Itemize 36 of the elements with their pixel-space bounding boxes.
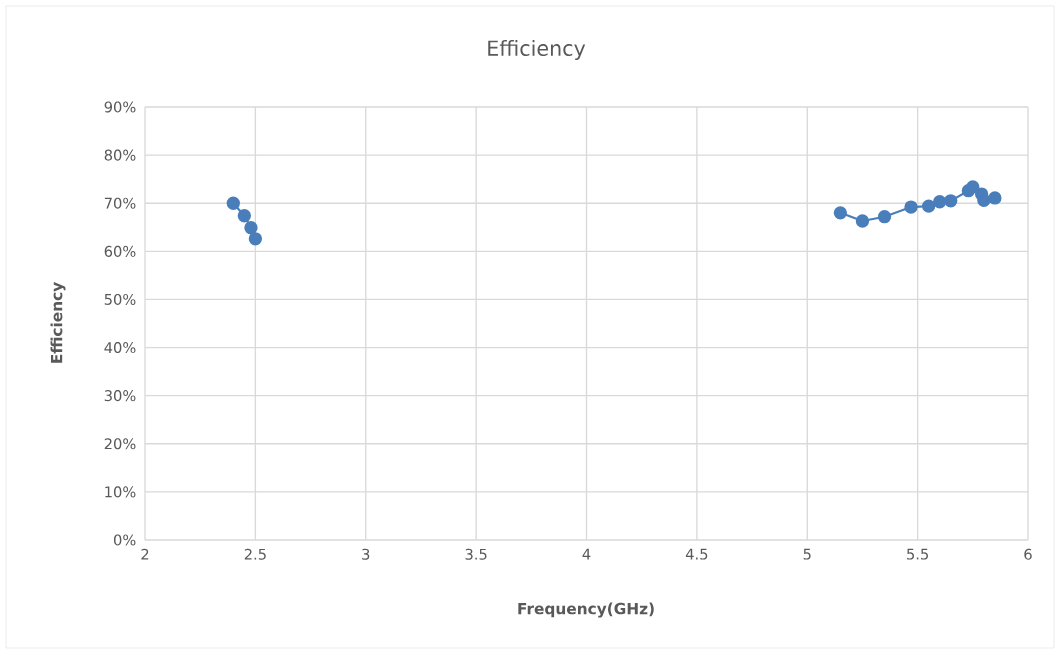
y-tick-label: 90% bbox=[104, 101, 136, 113]
x-tick-label: 3 bbox=[362, 548, 370, 560]
x-tick-label: 4 bbox=[582, 548, 591, 560]
point bbox=[933, 195, 947, 209]
point bbox=[904, 200, 918, 214]
point bbox=[966, 180, 980, 194]
chart-title: Efficiency bbox=[488, 39, 586, 60]
x-axis-title: Frequency(GHz) bbox=[518, 602, 654, 618]
x-tick-label: 2.5 bbox=[244, 548, 266, 560]
x-tick-label: 2 bbox=[141, 548, 149, 560]
y-tick-label: 70% bbox=[104, 197, 136, 209]
point bbox=[855, 214, 870, 228]
x-tick-label: 4.5 bbox=[685, 548, 708, 560]
y-tick-label: 60% bbox=[104, 245, 136, 257]
point bbox=[977, 193, 991, 207]
point bbox=[988, 191, 1002, 205]
x-tick-label: 5.5 bbox=[907, 548, 929, 560]
point bbox=[244, 221, 258, 235]
y-tick-label: 40% bbox=[104, 342, 136, 354]
point bbox=[944, 194, 958, 208]
y-tick-label: 30% bbox=[104, 390, 136, 402]
point bbox=[877, 210, 892, 224]
point bbox=[922, 199, 936, 213]
y-tick-label: 10% bbox=[105, 486, 136, 498]
y-tick-label: 0% bbox=[113, 534, 136, 546]
y-tick-label: 50% bbox=[104, 293, 136, 305]
x-tick-label: 6 bbox=[1024, 548, 1032, 560]
y-tick-label: 80% bbox=[104, 149, 136, 161]
x-tick-label: 3.5 bbox=[465, 548, 487, 560]
point bbox=[237, 209, 252, 223]
point bbox=[226, 196, 240, 210]
y-axis-title: Efficiency bbox=[50, 282, 66, 363]
x-tick-label: 5 bbox=[803, 548, 811, 560]
y-tick-label: 20% bbox=[104, 438, 136, 450]
point bbox=[248, 232, 263, 246]
point bbox=[833, 206, 848, 220]
